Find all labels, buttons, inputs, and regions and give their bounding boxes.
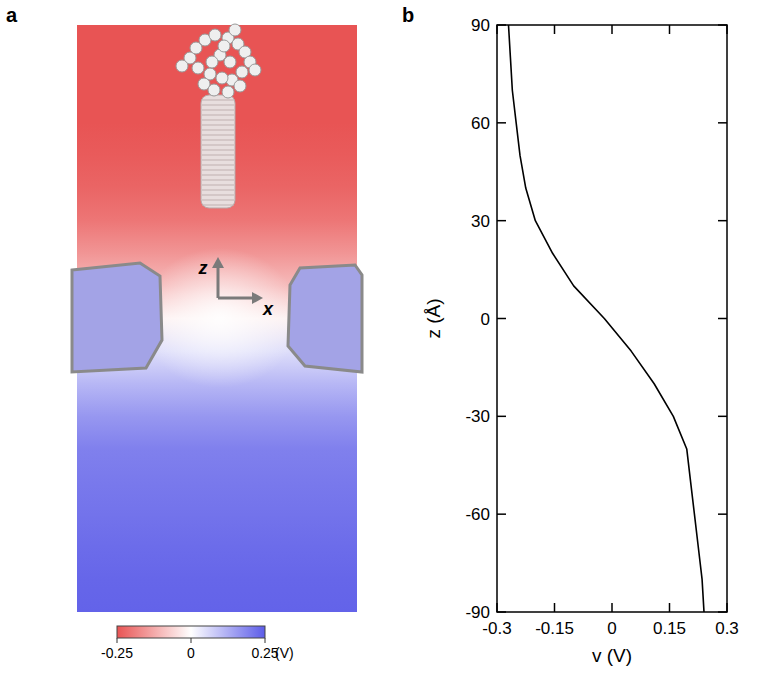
panel-letter: a (6, 4, 18, 26)
y-tick (497, 318, 506, 320)
tube-body (201, 95, 235, 208)
potential-line (509, 25, 705, 612)
plot-frame (497, 25, 727, 612)
tube-ring (202, 145, 234, 146)
y-tick (497, 122, 506, 124)
colorbar (117, 626, 265, 638)
y-tick-right (718, 318, 727, 320)
atom (192, 62, 204, 74)
x-arrowhead (252, 292, 263, 304)
y-tick (497, 24, 506, 26)
y-tick-label: 60 (471, 114, 490, 133)
panel-letter: b (402, 4, 414, 26)
y-axis-title: z (Å) (423, 298, 444, 338)
y-tick-right (718, 513, 727, 515)
z-arrow (217, 266, 220, 298)
x-tick-top (726, 25, 728, 34)
x-tick-label: 0 (607, 619, 616, 638)
tube-ring (202, 100, 234, 101)
tube-ring (202, 170, 234, 171)
atom (234, 80, 246, 92)
atom (208, 84, 220, 96)
y-tick-right (718, 416, 727, 418)
x-tick (669, 603, 671, 612)
y-tick-right (718, 24, 727, 26)
atom (224, 56, 236, 68)
x-tick (611, 603, 613, 612)
tube-ring (202, 115, 234, 116)
colorbar-tick-label: 0 (187, 645, 195, 661)
x-tick (554, 603, 556, 612)
tube-ring (202, 195, 234, 196)
y-tick-right (718, 122, 727, 124)
z-arrowhead (212, 257, 224, 268)
colorbar-tick (117, 638, 118, 643)
y-tick (497, 513, 506, 515)
x-arrow (218, 297, 254, 300)
atom (209, 29, 221, 41)
tube-ring (202, 150, 234, 151)
colorbar-tick (265, 638, 266, 643)
tube-ring (202, 205, 234, 206)
y-tick (497, 220, 506, 222)
atom (236, 66, 248, 78)
y-tick-right (718, 220, 727, 222)
x-tick-label: 0.15 (653, 619, 686, 638)
tube-ring (202, 120, 234, 121)
tube-ring (202, 140, 234, 141)
tube-ring (202, 200, 234, 201)
tube-ring (202, 125, 234, 126)
tube-ring (202, 105, 234, 106)
x-tick (496, 603, 498, 612)
atom (222, 86, 234, 98)
figure: azx-0.2500.25(V)b-0.3-0.1500.150.3-90-60… (0, 0, 763, 675)
tube-ring (202, 185, 234, 186)
membrane-right (288, 265, 362, 372)
tube-ring (202, 155, 234, 156)
x-tick-top (669, 25, 671, 34)
tube-ring (202, 175, 234, 176)
tube-ring (202, 130, 234, 131)
plot-area (509, 25, 705, 612)
tube-ring (202, 190, 234, 191)
atom (249, 64, 261, 76)
y-tick-label: -30 (465, 407, 490, 426)
tube-ring (202, 135, 234, 136)
y-tick-label: 90 (471, 16, 490, 35)
tube-ring (202, 110, 234, 111)
tube-ring (202, 180, 234, 181)
atom (190, 42, 202, 54)
membrane-left (72, 263, 162, 372)
tube-ring (202, 165, 234, 166)
x-axis-title: v (V) (592, 645, 632, 666)
x-tick-top (496, 25, 498, 34)
colorbar-label: (V) (275, 645, 294, 661)
atom (176, 60, 188, 72)
atom (218, 40, 230, 52)
x-tick-top (611, 25, 613, 34)
y-tick (497, 416, 506, 418)
x-tick-top (554, 25, 556, 34)
arrow-label: x (262, 299, 274, 319)
atom (216, 72, 228, 84)
atom (206, 56, 218, 68)
nanotube (176, 24, 261, 208)
y-tick-label: 0 (481, 310, 490, 329)
tube-ring (202, 160, 234, 161)
x-tick-label: 0.3 (715, 619, 739, 638)
x-tick (726, 603, 728, 612)
y-tick-label: -90 (465, 603, 490, 622)
y-tick-label: 30 (471, 212, 490, 231)
colorbar-tick-label: -0.25 (101, 645, 133, 661)
y-tick-right (718, 611, 727, 613)
atom (229, 24, 241, 36)
colorbar-tick (191, 638, 192, 643)
arrow-label: z (198, 258, 208, 278)
y-tick-label: -60 (465, 505, 490, 524)
x-tick-label: -0.15 (535, 619, 574, 638)
pore-glow (140, 248, 300, 388)
y-tick (497, 611, 506, 613)
